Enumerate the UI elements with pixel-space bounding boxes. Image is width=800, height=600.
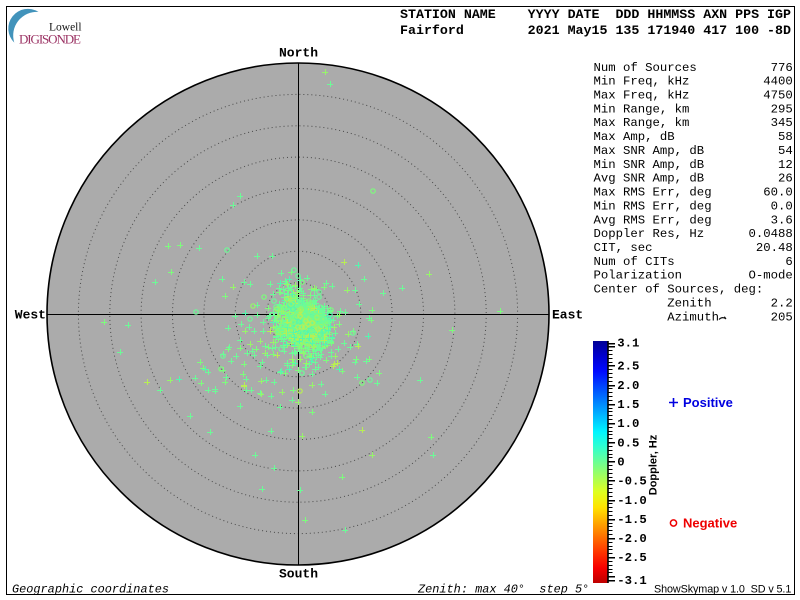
svg-text:West: West	[15, 308, 46, 323]
svg-text:ShowSkymap v 1.0 SD v 5.1: ShowSkymap v 1.0 SD v 5.1	[654, 584, 791, 596]
svg-text:Zenith 2.2: Zenith 2.2	[594, 296, 793, 310]
svg-text:Lowell: Lowell	[49, 22, 82, 34]
svg-text:North: North	[279, 46, 318, 61]
svg-text:Max Range, km 345: Max Range, km 345	[594, 116, 793, 130]
svg-text:Negative: Negative	[683, 516, 737, 531]
svg-text:1.5: 1.5	[617, 398, 639, 412]
svg-text:Min Range, km 295: Min Range, km 295	[594, 102, 793, 116]
svg-text:-2.0: -2.0	[617, 532, 647, 546]
svg-text:Doppler Res, Hz 0.0488: Doppler Res, Hz 0.0488	[594, 227, 793, 241]
svg-text:Geographic coordinates: Geographic coordinates	[12, 583, 169, 597]
svg-text:-1.5: -1.5	[617, 513, 647, 527]
svg-text:Max SNR Amp, dB 54: Max SNR Amp, dB 54	[594, 144, 793, 158]
svg-text:-2.5: -2.5	[617, 551, 647, 565]
svg-text:Avg SNR Amp, dB 26: Avg SNR Amp, dB 26	[594, 172, 793, 186]
svg-text:South: South	[279, 567, 318, 582]
svg-text:Max RMS Err, deg 60.0: Max RMS Err, deg 60.0	[594, 186, 793, 200]
svg-text:-0.5: -0.5	[617, 475, 647, 489]
svg-text:Min SNR Amp, dB 12: Min SNR Amp, dB 12	[594, 158, 793, 172]
svg-text:Num of Sources 776: Num of Sources 776	[594, 61, 793, 75]
svg-text:Fairford 2021 May15 135: Fairford 2021 May15 135 171940 417 100 -…	[400, 23, 791, 38]
svg-text:1.0: 1.0	[617, 417, 639, 431]
svg-text:2.0: 2.0	[617, 379, 639, 393]
svg-text:Min Freq, kHz 4400: Min Freq, kHz 4400	[594, 75, 793, 89]
svg-text:Doppler, Hz: Doppler, Hz	[648, 434, 660, 495]
svg-text:Max Freq, kHz 4750: Max Freq, kHz 4750	[594, 89, 793, 103]
svg-text:Num of CITs 6: Num of CITs 6	[594, 255, 793, 269]
svg-text:Min RMS Err, deg 0.0: Min RMS Err, deg 0.0	[594, 199, 793, 213]
svg-text:Positive: Positive	[683, 395, 733, 410]
svg-text:2.5: 2.5	[617, 360, 639, 374]
svg-text:East: East	[552, 308, 583, 323]
svg-text:DIGISONDE: DIGISONDE	[19, 32, 81, 47]
svg-text:Azimuth 205: Azimuth 205	[594, 310, 793, 324]
svg-text:0.5: 0.5	[617, 436, 639, 450]
svg-text:3.1: 3.1	[617, 337, 639, 351]
svg-text:Polarization O-mode: Polarization O-mode	[594, 269, 793, 283]
svg-text:Max Amp, dB 58: Max Amp, dB 58	[594, 130, 793, 144]
svg-text:-3.1: -3.1	[617, 574, 647, 588]
svg-text:CIT, sec 20.48: CIT, sec 20.48	[594, 241, 793, 255]
svg-text:0: 0	[617, 455, 624, 469]
svg-text:STATION NAME YYYY DATE DDD: STATION NAME YYYY DATE DDD HHMMSS AXN PP…	[400, 7, 791, 22]
svg-text:-1.0: -1.0	[617, 494, 647, 508]
svg-text:Zenith: max 40° step 5°: Zenith: max 40° step 5°	[417, 583, 589, 597]
svg-text:Avg RMS Err, deg 3.6: Avg RMS Err, deg 3.6	[594, 213, 793, 227]
svg-text:Center of Sources, deg:: Center of Sources, deg:	[594, 283, 764, 297]
